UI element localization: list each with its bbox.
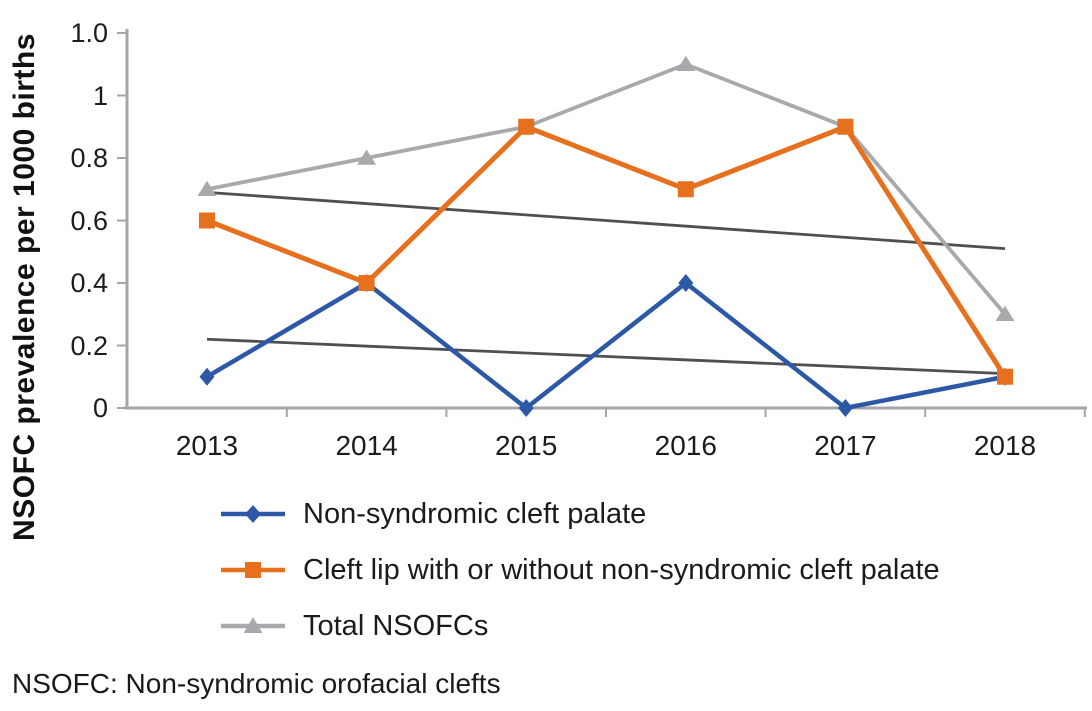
data-point-marker	[678, 274, 694, 292]
series-line-0	[205, 280, 1006, 411]
square-marker-icon	[245, 562, 261, 578]
trend-line	[206, 190, 1006, 251]
series-line-2	[206, 62, 1007, 316]
data-point-marker	[199, 367, 215, 386]
data-point-marker	[837, 118, 854, 135]
x-tick-label: 2017	[814, 430, 877, 461]
data-point-marker	[358, 275, 375, 291]
data-point-marker	[518, 399, 534, 417]
data-point-marker	[518, 118, 535, 135]
legend-item-cleft-lip: Cleft lip with or without non-syndromic …	[220, 542, 940, 598]
figure-footnote: NSOFC: Non-syndromic orofacial clefts	[12, 668, 501, 699]
legend-label: Cleft lip with or without non-syndromic …	[303, 553, 940, 586]
x-tick-label: 2015	[495, 430, 558, 461]
x-tick-label: 2013	[175, 430, 239, 461]
y-tick-label: 1.0	[70, 18, 108, 48]
data-point-marker	[676, 55, 696, 72]
data-point-marker	[997, 368, 1013, 385]
y-tick-label: 1	[92, 80, 108, 111]
data-point-marker	[837, 399, 853, 417]
data-point-marker	[995, 305, 1015, 322]
x-tick-label: 2014	[335, 430, 398, 461]
data-point-marker	[357, 149, 377, 165]
legend-swatch-blue	[221, 505, 285, 523]
legend-item-non-syndromic-cleft-palate: Non-syndromic cleft palate	[220, 486, 940, 542]
y-tick-label: 0.2	[70, 330, 108, 361]
legend-label: Total NSOFCs	[303, 609, 489, 642]
data-point-marker	[199, 212, 215, 229]
diamond-marker-icon	[245, 505, 261, 523]
triangle-marker-icon	[243, 617, 263, 633]
legend-swatch-gray	[221, 617, 285, 633]
x-tick-label: 2016	[654, 430, 717, 461]
y-tick-label: 0.8	[70, 143, 108, 173]
x-tick-label: 2018	[973, 430, 1037, 461]
data-point-marker	[197, 180, 217, 197]
y-tick-label: 0.6	[70, 205, 108, 236]
legend-label: Non-syndromic cleft palate	[303, 497, 647, 530]
legend-item-total-nsofcs: Total NSOFCs	[220, 598, 940, 654]
y-tick-label: 0	[92, 393, 108, 423]
trend-line	[206, 337, 1006, 376]
legend-swatch-orange	[221, 562, 285, 578]
chart-legend: Non-syndromic cleft palate Cleft lip wit…	[220, 486, 940, 654]
data-point-marker	[677, 181, 694, 198]
series-line-1	[206, 123, 1008, 379]
y-tick-label: 0.4	[70, 268, 108, 298]
